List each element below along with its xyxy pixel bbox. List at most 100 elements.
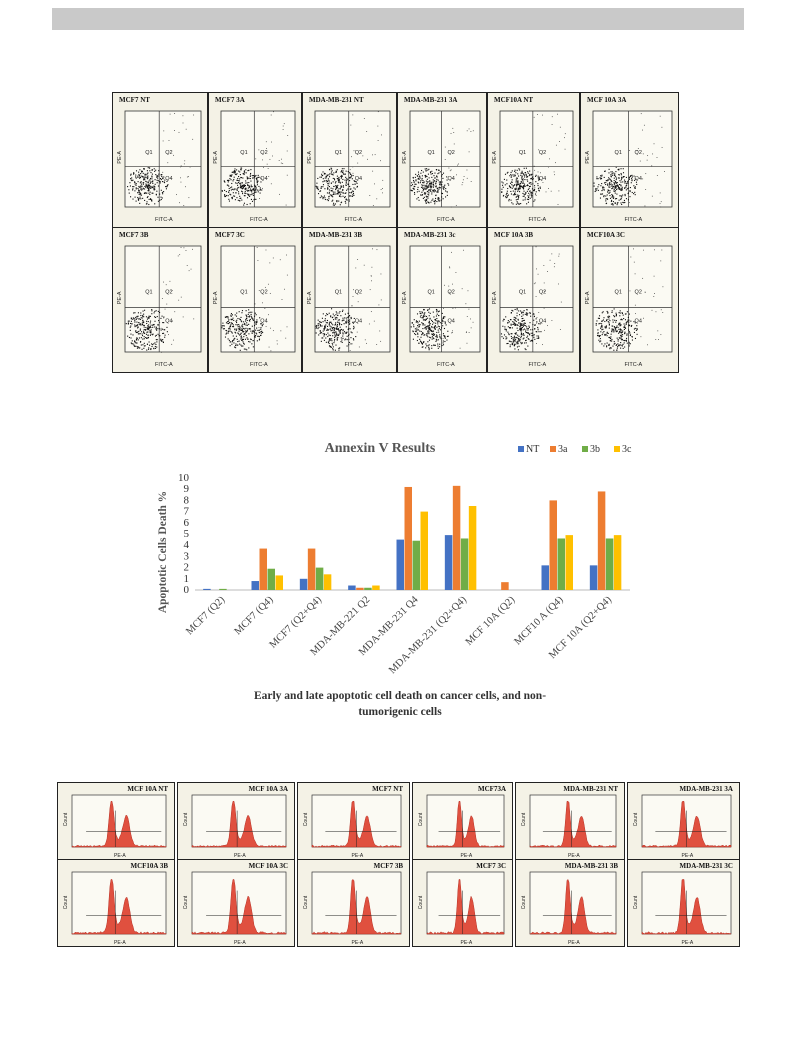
- figure-caption-line1: Early and late apoptotic cell death on c…: [253, 690, 547, 702]
- histogram-panel: PE-A Count MDA-MB-231 3A: [627, 782, 740, 860]
- bar-NT: [541, 565, 549, 590]
- scatter-x-label: FITC-A: [250, 217, 268, 223]
- histogram-plot: PE-A Count: [63, 794, 167, 859]
- bar-NT: [203, 588, 211, 590]
- quadrant-label: Q1: [335, 150, 342, 156]
- scatter-plot: Q1 Q2 Q4 FITC-A PE-A: [402, 110, 481, 223]
- scatter-y-label: PE-A: [585, 291, 591, 304]
- histogram-plot: PE-A Count: [183, 871, 287, 946]
- histogram-x-label: PE-A: [114, 940, 126, 946]
- scatter-panel: Q1 Q2 Q4 FITC-A PE-A MCF7 3B: [112, 227, 208, 373]
- bar-3b: [557, 538, 565, 590]
- y-tick-label: 6: [184, 517, 190, 529]
- histogram-x-label: PE-A: [114, 853, 126, 859]
- histogram-panel-title: MCF 10A NT: [127, 785, 168, 793]
- quadrant-label: Q1: [519, 150, 526, 156]
- histogram-plot: PE-A Count: [418, 871, 505, 946]
- quadrant-label: Q2: [635, 150, 642, 156]
- histogram-panel-title: MCF73A: [478, 785, 506, 793]
- scatter-panel-title: MDA-MB-231 3A: [404, 96, 458, 104]
- legend-label: 3a: [558, 444, 568, 455]
- quadrant-label: Q4: [165, 318, 172, 324]
- quadrant-label: Q4: [539, 318, 546, 324]
- scatter-plot: Q1 Q2 Q4 FITC-A PE-A: [492, 245, 574, 368]
- x-category-label: MCF10 A (Q4): [512, 594, 566, 648]
- quadrant-label: Q1: [335, 290, 342, 296]
- histogram-x-label: PE-A: [352, 940, 364, 946]
- quadrant-label: Q4: [260, 318, 267, 324]
- histogram-plot: PE-A Count: [418, 794, 505, 859]
- quadrant-label: Q1: [145, 290, 152, 296]
- bar-3b: [267, 568, 275, 590]
- scatter-y-label: PE-A: [402, 151, 408, 164]
- quadrant-label: Q2: [260, 150, 267, 156]
- quadrant-label: Q4: [539, 176, 546, 182]
- scatter-panel: Q1 Q2 Q4 FITC-A PE-A MCF 10A 3A: [580, 92, 679, 228]
- y-tick-label: 10: [178, 472, 190, 484]
- histogram-y-label: Count: [521, 812, 527, 826]
- histogram-panel-title: MDA-MB-231 3A: [679, 785, 733, 793]
- histogram-panel-title: MCF7 3C: [476, 862, 506, 870]
- scatter-panel: Q1 Q2 Q4 FITC-A PE-A MCF7 NT: [112, 92, 208, 228]
- histogram-plot: PE-A Count: [521, 794, 617, 859]
- bar-3c: [420, 511, 428, 590]
- histogram-y-label: Count: [521, 895, 527, 909]
- histogram-panel: PE-A Count MCF10A 3B: [57, 859, 175, 947]
- scatter-x-label: FITC-A: [345, 362, 363, 368]
- quadrant-label: Q1: [519, 290, 526, 296]
- bar-NT: [444, 535, 453, 590]
- histogram-panel: PE-A Count MCF73A: [412, 782, 513, 860]
- bar-3c: [565, 535, 573, 590]
- quadrant-label: Q1: [240, 150, 247, 156]
- scatter-y-label: PE-A: [402, 291, 408, 304]
- scatter-plot: Q1 Q2 Q4 FITC-A PE-A: [307, 245, 391, 368]
- quadrant-label: Q4: [355, 176, 362, 182]
- figure-caption-line2: tumorigenic cells: [358, 706, 442, 718]
- scatter-plot: Q1 Q2 Q4 FITC-A PE-A: [213, 245, 296, 368]
- scatter-y-label: PE-A: [307, 151, 313, 164]
- scatter-panel: Q1 Q2 Q4 FITC-A PE-A MCF10A NT: [487, 92, 580, 228]
- bar-3a: [356, 587, 364, 590]
- bar-NT: [299, 578, 308, 590]
- histogram-plot: PE-A Count: [183, 794, 287, 859]
- scatter-plot: Q1 Q2 Q4 FITC-A PE-A: [585, 245, 673, 368]
- histogram-panel: PE-A Count MCF7 3C: [412, 859, 513, 947]
- scatter-y-label: PE-A: [117, 151, 123, 164]
- bar-3a: [307, 548, 316, 590]
- scatter-panel-title: MCF7 3B: [119, 231, 149, 239]
- histogram-panel-title: MCF 10A 3A: [248, 785, 288, 793]
- scatter-plot: Q1 Q2 Q4 FITC-A PE-A: [213, 110, 296, 223]
- histogram-y-label: Count: [418, 895, 424, 909]
- histogram-x-label: PE-A: [568, 940, 580, 946]
- scatter-x-label: FITC-A: [529, 362, 547, 368]
- histogram-panel-title: MDA-MB-231 3B: [564, 862, 618, 870]
- histogram-plot: PE-A Count: [303, 794, 402, 859]
- histogram-x-label: PE-A: [352, 853, 364, 859]
- scatter-panel-title: MCF 10A 3B: [494, 231, 534, 239]
- histogram-panel: PE-A Count MCF7 3B: [297, 859, 410, 947]
- quadrant-label: Q1: [428, 290, 435, 296]
- bar-3b: [364, 587, 372, 590]
- scatter-x-label: FITC-A: [437, 217, 455, 223]
- scatter-y-label: PE-A: [492, 151, 498, 164]
- scatter-x-label: FITC-A: [155, 362, 173, 368]
- histogram-panel: PE-A Count MCF 10A NT: [57, 782, 175, 860]
- bar-3a: [404, 486, 412, 590]
- quadrant-label: Q2: [448, 150, 455, 156]
- y-tick-label: 4: [184, 539, 190, 551]
- bar-3a: [549, 500, 557, 590]
- y-tick-label: 3: [184, 550, 190, 562]
- y-axis-label: Apoptotic Cells Death %: [157, 491, 169, 613]
- y-tick-label: 1: [184, 573, 190, 585]
- legend-swatch: [582, 446, 588, 452]
- scatter-plot: Q1 Q2 Q4 FITC-A PE-A: [585, 110, 673, 223]
- scatter-panel-title: MCF7 3A: [215, 96, 245, 104]
- scatter-plot: Q1 Q2 Q4 FITC-A PE-A: [117, 110, 202, 223]
- scatter-panel: Q1 Q2 Q4 FITC-A PE-A MDA-MB-231 3B: [302, 227, 397, 373]
- scatter-panel-title: MDA-MB-231 3c: [404, 231, 456, 239]
- histogram-panel: PE-A Count MDA-MB-231 3B: [515, 859, 625, 947]
- quadrant-label: Q4: [635, 318, 642, 324]
- bar-NT: [589, 565, 598, 590]
- quadrant-label: Q2: [260, 290, 267, 296]
- y-tick-label: 2: [184, 562, 190, 574]
